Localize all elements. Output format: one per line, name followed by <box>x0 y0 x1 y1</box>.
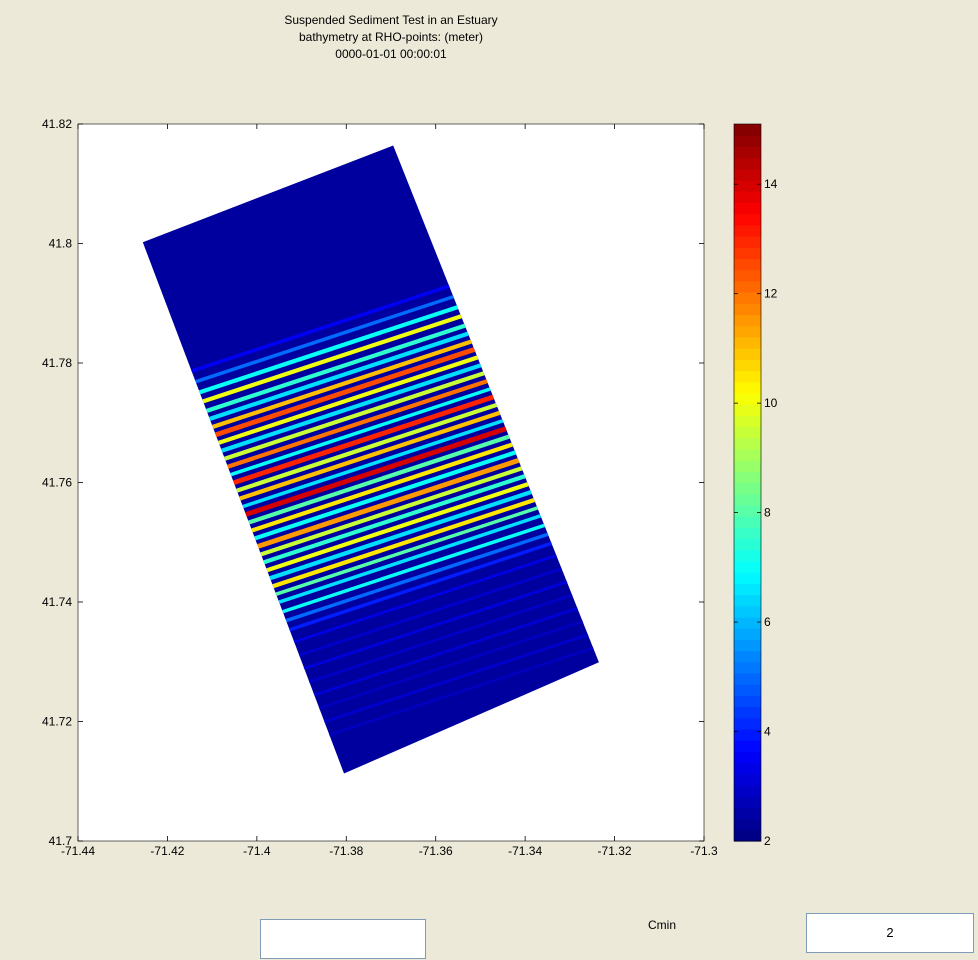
colorbar-segment <box>734 773 761 786</box>
colorbar-segment <box>734 829 761 842</box>
colorbar-segment <box>734 202 761 215</box>
colorbar-segment <box>734 191 761 204</box>
colorbar-segment <box>734 236 761 248</box>
colorbar-segment <box>734 527 761 540</box>
colorbar-segment <box>734 437 761 450</box>
colorbar-segment <box>734 292 761 304</box>
colorbar-segment <box>734 168 761 181</box>
colorbar-tick-label: 4 <box>764 725 771 739</box>
model-domain <box>142 145 599 774</box>
colorbar-segment <box>734 392 761 405</box>
y-axis: 41.7 41.72 41.74 41.76 41.78 41.8 41.82 <box>42 117 704 848</box>
x-tick-label: -71.36 <box>419 844 453 858</box>
colorbar-segment <box>734 426 761 439</box>
colorbar-segment <box>734 751 761 764</box>
colorbar-tick-label: 6 <box>764 615 771 629</box>
colorbar-segment <box>734 650 761 663</box>
colorbar-segment <box>734 325 761 338</box>
colorbar-segment <box>734 314 761 327</box>
colorbar-tick-label: 2 <box>764 834 771 848</box>
colorbar-segment <box>734 370 761 383</box>
colorbar-segment <box>734 583 761 596</box>
colorbar-segment <box>734 247 761 260</box>
colorbar-segment <box>734 460 761 472</box>
x-tick-label: -71.32 <box>598 844 632 858</box>
colorbar-segment <box>734 269 761 282</box>
cmin-label: Cmin <box>648 918 677 932</box>
colorbar-segment <box>734 258 761 271</box>
colorbar-segment <box>734 818 761 831</box>
colorbar-segment <box>734 549 761 562</box>
colorbar-segment <box>734 717 761 730</box>
colorbar-segment <box>734 516 761 528</box>
colorbar-tick-label: 14 <box>764 177 778 191</box>
colorbar-segment <box>734 672 761 685</box>
x-tick-label: -71.3 <box>690 844 718 858</box>
colorbar-segment <box>734 740 761 752</box>
colorbar-segment <box>734 180 761 192</box>
colorbar-segment <box>734 639 761 652</box>
colorbar: 2 4 6 8 10 12 14 <box>733 123 778 848</box>
colorbar-segment <box>734 359 761 372</box>
y-tick-label: 41.72 <box>42 715 72 729</box>
colorbar-segment <box>734 807 761 820</box>
blank-input[interactable] <box>260 919 426 959</box>
colorbar-segment <box>734 213 761 226</box>
colorbar-segment <box>734 728 761 741</box>
colorbar-segment <box>734 684 761 696</box>
title-line-3: 0000-01-01 00:00:01 <box>335 47 447 61</box>
colorbar-segment <box>734 124 761 136</box>
colorbar-segment <box>734 404 761 416</box>
colorbar-segment <box>734 661 761 674</box>
y-tick-label: 41.82 <box>42 117 72 131</box>
colorbar-tick-label: 12 <box>764 287 778 301</box>
colorbar-segment <box>734 336 761 349</box>
y-tick-label: 41.8 <box>49 237 73 251</box>
colorbar-segment <box>734 796 761 808</box>
colorbar-segment <box>734 504 761 517</box>
colorbar-segment <box>734 706 761 719</box>
colorbar-segment <box>734 471 761 484</box>
colorbar-segment <box>734 448 761 461</box>
colorbar-segment <box>734 538 761 551</box>
colorbar-segment <box>734 146 761 159</box>
colorbar-segment <box>734 381 761 394</box>
colorbar-segment <box>734 348 761 360</box>
colorbar-segment <box>734 695 761 708</box>
colorbar-segment <box>734 560 761 573</box>
colorbar-segment <box>734 224 761 237</box>
y-tick-label: 41.78 <box>42 356 72 370</box>
colorbar-segment <box>734 280 761 293</box>
x-tick-label: -71.34 <box>508 844 542 858</box>
colorbar-segment <box>734 135 761 147</box>
x-tick-label: -71.4 <box>243 844 271 858</box>
colorbar-segment <box>734 594 761 607</box>
x-tick-label: -71.42 <box>150 844 184 858</box>
colorbar-segment <box>734 482 761 495</box>
y-tick-label: 41.76 <box>42 476 72 490</box>
colorbar-segment <box>734 628 761 640</box>
colorbar-tick-label: 10 <box>764 396 778 410</box>
y-tick-label: 41.7 <box>49 834 73 848</box>
colorbar-segment <box>734 157 761 170</box>
colorbar-segment <box>734 784 761 797</box>
title-line-1: Suspended Sediment Test in an Estuary <box>284 13 498 27</box>
colorbar-segment <box>734 762 761 775</box>
colorbar-segment <box>734 303 761 316</box>
colorbar-segment <box>734 616 761 629</box>
colorbar-segment <box>734 493 761 506</box>
y-tick-label: 41.74 <box>42 595 72 609</box>
x-tick-label: -71.38 <box>329 844 363 858</box>
colorbar-tick-label: 8 <box>764 506 771 520</box>
chart-title: Suspended Sediment Test in an Estuary ba… <box>78 12 704 63</box>
title-line-2: bathymetry at RHO-points: (meter) <box>298 30 484 44</box>
colorbar-segment <box>734 605 761 618</box>
colorbar-segment <box>734 572 761 584</box>
bathymetry-band-39 <box>142 637 599 774</box>
colorbar-segment <box>734 415 761 428</box>
colorbar-frame <box>733 123 762 842</box>
x-tick-label: -71.44 <box>61 844 95 858</box>
cmin-input[interactable]: 2 <box>806 913 974 953</box>
